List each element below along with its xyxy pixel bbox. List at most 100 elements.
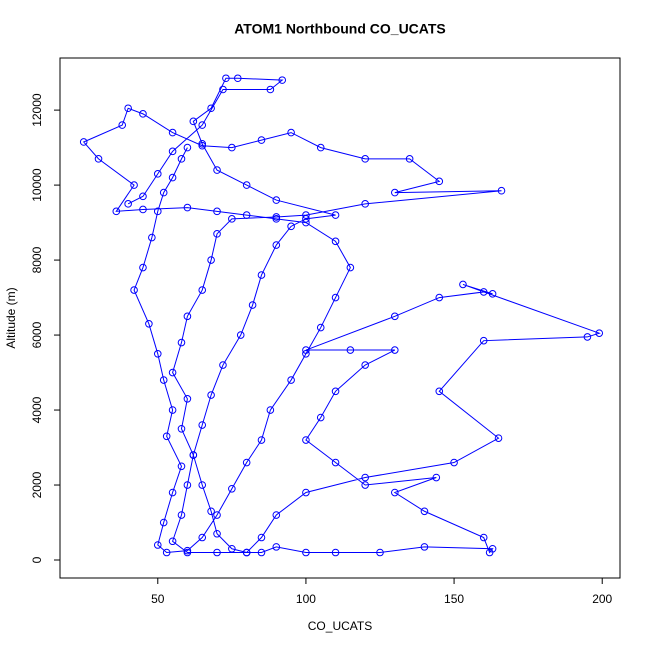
data-point (168, 128, 177, 137)
data-point (219, 361, 227, 369)
data-point (124, 200, 132, 208)
data-point (130, 286, 138, 294)
data-point (272, 543, 281, 551)
data-point (198, 286, 207, 294)
data-point (432, 473, 441, 482)
data-point (177, 511, 186, 519)
data-point (228, 143, 236, 152)
data-point (236, 331, 245, 339)
data-point (302, 436, 310, 444)
data-point (405, 155, 414, 163)
data-point (272, 241, 281, 249)
data-point (233, 74, 242, 83)
data-point (228, 544, 236, 553)
data-point (302, 218, 310, 227)
data-point (420, 543, 429, 551)
data-point (162, 432, 171, 441)
data-point (198, 140, 207, 148)
data-point (494, 434, 503, 442)
data-point (213, 529, 221, 538)
data-point (242, 181, 251, 189)
data-point (153, 207, 162, 216)
data-point (257, 548, 266, 557)
data-point (159, 376, 168, 384)
data-point (198, 481, 207, 489)
data-point (331, 237, 340, 246)
data-point (391, 188, 399, 197)
data-point (228, 215, 236, 223)
data-point (213, 511, 221, 519)
y-tick-label: 2000 (30, 471, 44, 498)
chart-title: ATOM1 Northbound CO_UCATS (234, 21, 446, 37)
data-point (189, 451, 198, 459)
data-point (361, 473, 369, 482)
data-point (183, 143, 192, 152)
data-point (198, 121, 207, 129)
data-point (207, 256, 215, 264)
data-point (207, 507, 215, 516)
data-point (376, 548, 384, 557)
data-point (485, 548, 494, 557)
y-tick-label: 6000 (30, 321, 44, 348)
data-point (257, 533, 266, 542)
data-point (257, 136, 266, 144)
data-point (391, 312, 399, 321)
data-point (242, 548, 251, 557)
data-point (331, 548, 340, 557)
y-tick-label: 12000 (30, 93, 44, 127)
x-tick-label: 100 (296, 592, 316, 606)
data-point (112, 207, 121, 216)
data-point (497, 186, 506, 195)
data-point (207, 104, 215, 113)
data-point (435, 177, 444, 186)
data-point (177, 462, 186, 471)
data-point (153, 541, 162, 549)
data-point (479, 336, 488, 345)
data-point (595, 329, 604, 337)
data-point (213, 166, 221, 174)
data-point (189, 117, 198, 126)
data-point (287, 128, 295, 137)
plot-frame (59, 57, 621, 579)
data-point (331, 211, 340, 219)
data-point (213, 548, 221, 557)
data-point (361, 155, 369, 163)
data-point (130, 181, 138, 189)
data-point (316, 143, 325, 152)
y-tick-label: 4000 (30, 396, 44, 423)
data-point (450, 458, 458, 467)
data-point (257, 271, 266, 279)
data-point (168, 368, 177, 377)
data-point (361, 361, 369, 369)
data-line (82, 77, 601, 554)
data-point (302, 211, 310, 219)
data-point (278, 76, 287, 84)
data-point (79, 138, 88, 146)
data-point (287, 222, 295, 231)
y-tick-label: 10000 (30, 168, 44, 202)
data-point (228, 484, 236, 493)
data-point (159, 518, 168, 527)
data-point (124, 104, 132, 113)
data-point (459, 280, 467, 289)
data-point (302, 488, 310, 497)
data-point (316, 413, 325, 422)
data-point (139, 263, 147, 272)
data-point (242, 211, 251, 219)
data-point (302, 346, 310, 354)
data-point (153, 350, 162, 358)
data-point (361, 200, 369, 208)
data-point (391, 488, 399, 497)
data-point (94, 155, 103, 163)
data-point (266, 85, 275, 94)
data-point (183, 394, 192, 403)
data-point (302, 215, 310, 223)
data-point (183, 203, 192, 212)
data-point (479, 288, 488, 296)
data-point (207, 391, 215, 399)
data-point (272, 213, 281, 221)
data-point (177, 338, 186, 347)
data-point (219, 85, 227, 94)
data-point (435, 293, 444, 302)
